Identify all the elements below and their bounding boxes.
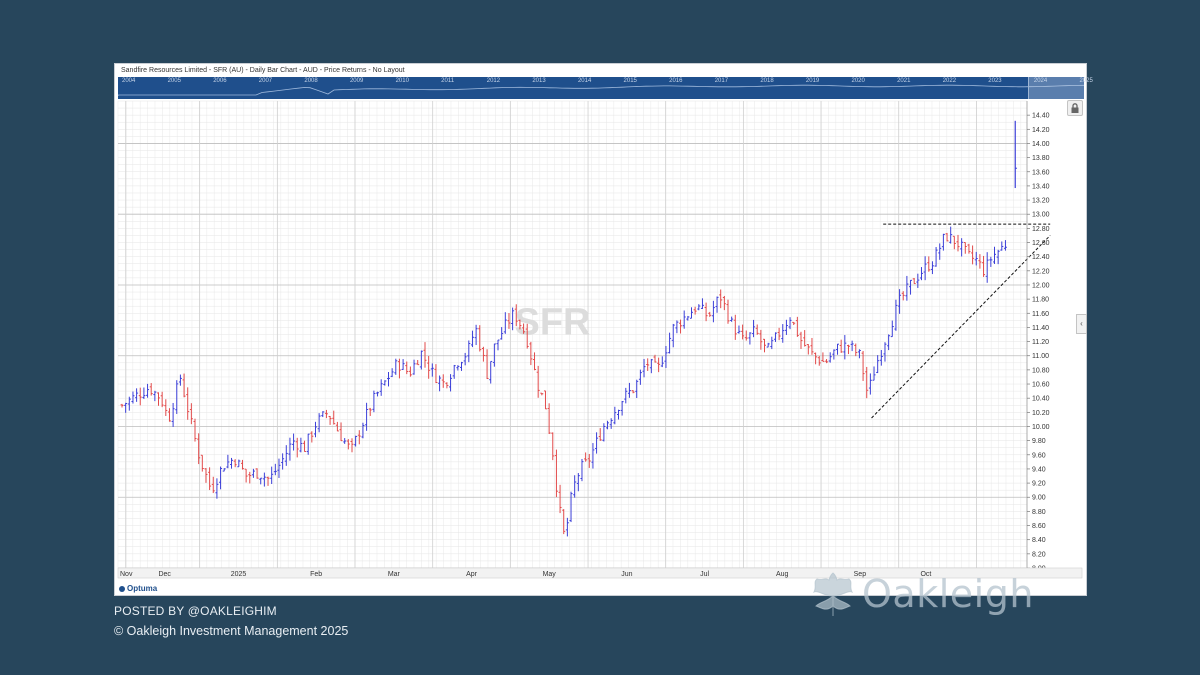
x-axis-strip bbox=[117, 567, 1083, 579]
x-tick-label: Mar bbox=[388, 571, 401, 578]
y-tick-label: 10.20 bbox=[1032, 410, 1050, 417]
y-tick-label: 11.40 bbox=[1032, 325, 1049, 332]
navigator-history-line bbox=[118, 84, 1084, 96]
y-tick-label: 8.60 bbox=[1032, 523, 1046, 530]
optuma-logo-mark bbox=[119, 586, 125, 592]
price-chart[interactable]: SFR8.008.208.408.608.809.009.209.409.609… bbox=[115, 64, 1086, 595]
navigator-year-label: 2004 bbox=[122, 78, 136, 84]
x-tick-label: Oct bbox=[920, 571, 931, 578]
oakleigh-logo: Oakleigh bbox=[808, 572, 1070, 622]
lock-icon bbox=[1071, 103, 1079, 113]
navigator-year-label: 2012 bbox=[486, 78, 501, 84]
oakleigh-wordmark: Oakleigh bbox=[862, 572, 1034, 616]
collapse-panel-button[interactable]: ‹ bbox=[1076, 314, 1087, 334]
y-tick-label: 9.60 bbox=[1032, 452, 1046, 459]
navigator-year-label: 2007 bbox=[258, 78, 273, 84]
navigator-year-label: 2025 bbox=[1079, 78, 1093, 84]
x-tick-label: May bbox=[543, 571, 557, 578]
y-tick-label: 12.00 bbox=[1032, 282, 1050, 289]
x-tick-label: Apr bbox=[466, 571, 478, 578]
chart-panel: SFR8.008.208.408.608.809.009.209.409.609… bbox=[114, 63, 1093, 596]
y-tick-label: 9.00 bbox=[1032, 495, 1046, 502]
navigator-range-handle[interactable] bbox=[1028, 77, 1084, 99]
y-tick-label: 8.20 bbox=[1032, 551, 1046, 558]
y-tick-label: 9.40 bbox=[1032, 466, 1046, 473]
y-tick-label: 13.40 bbox=[1032, 183, 1050, 190]
ticker-watermark: SFR bbox=[515, 302, 591, 344]
y-tick-label: 14.20 bbox=[1032, 127, 1050, 134]
ohlc-bars bbox=[120, 120, 1018, 537]
y-tick-label: 12.20 bbox=[1032, 268, 1050, 275]
navigator-year-label: 2008 bbox=[304, 78, 318, 84]
y-tick-label: 8.40 bbox=[1032, 537, 1046, 544]
y-axis: 8.008.208.408.608.809.009.209.409.609.80… bbox=[1026, 101, 1050, 573]
x-tick-label: Jul bbox=[700, 571, 709, 578]
date-range-navigator[interactable]: 2004 2005 2006 2007 2008 2009 2010 2011 2012 2013… bbox=[118, 77, 1093, 99]
oak-leaf-icon bbox=[812, 572, 854, 616]
navigator-year-label: 2023 bbox=[988, 78, 1002, 84]
x-tick-label: Nov bbox=[120, 571, 133, 578]
chevron-left-icon: ‹ bbox=[1080, 319, 1083, 328]
navigator-year-label: 2021 bbox=[897, 78, 911, 84]
y-tick-label: 12.60 bbox=[1032, 240, 1050, 247]
navigator-year-label: 2015 bbox=[623, 78, 637, 84]
navigator-year-label: 2011 bbox=[441, 78, 455, 84]
y-tick-label: 13.00 bbox=[1032, 212, 1050, 219]
navigator-year-label: 2019 bbox=[805, 78, 820, 84]
y-tick-label: 10.00 bbox=[1032, 424, 1050, 431]
y-tick-label: 13.60 bbox=[1032, 169, 1050, 176]
navigator-year-label: 2013 bbox=[532, 78, 546, 84]
y-tick-label: 11.00 bbox=[1032, 353, 1049, 360]
y-tick-label: 9.80 bbox=[1032, 438, 1046, 445]
y-tick-label: 11.20 bbox=[1032, 339, 1049, 346]
posted-by-text: POSTED BY @OAKLEIGHIM bbox=[114, 604, 277, 618]
y-tick-label: 14.00 bbox=[1032, 141, 1050, 148]
navigator-year-label: 2006 bbox=[213, 78, 227, 84]
navigator-year-label: 2016 bbox=[669, 78, 683, 84]
navigator-year-label: 2024 bbox=[1033, 78, 1048, 84]
y-tick-label: 13.80 bbox=[1032, 155, 1050, 162]
optuma-logo: Optuma bbox=[117, 584, 160, 593]
navigator-year-label: 2009 bbox=[349, 78, 364, 84]
x-tick-label: Aug bbox=[776, 571, 789, 578]
y-tick-label: 8.80 bbox=[1032, 509, 1046, 516]
lock-scale-button[interactable] bbox=[1067, 100, 1083, 116]
optuma-logo-text: Optuma bbox=[127, 584, 158, 593]
y-tick-label: 11.60 bbox=[1032, 311, 1049, 318]
x-axis: Nov Dec 2025 Feb Mar Apr May Jun Jul Aug Sep Oct bbox=[117, 567, 1083, 579]
y-tick-label: 12.80 bbox=[1032, 226, 1050, 233]
navigator-year-label: 2022 bbox=[942, 78, 957, 84]
navigator-year-label: 2018 bbox=[760, 78, 774, 84]
y-tick-label: 14.40 bbox=[1032, 113, 1050, 120]
copyright-text: © Oakleigh Investment Management 2025 bbox=[114, 624, 349, 638]
navigator-year-label: 2010 bbox=[395, 78, 409, 84]
chart-title: Sandfire Resources Limited - SFR (AU) - … bbox=[121, 67, 405, 74]
x-tick-label: Jun bbox=[621, 571, 632, 578]
y-tick-label: 12.40 bbox=[1032, 254, 1050, 261]
navigator-year-labels: 2004 2005 2006 2007 2008 2009 2010 2011 2012 2013… bbox=[118, 77, 1093, 85]
y-tick-label: 10.80 bbox=[1032, 367, 1050, 374]
rising-trendline bbox=[871, 235, 1051, 419]
y-tick-label: 10.60 bbox=[1032, 382, 1050, 389]
x-tick-label: 2025 bbox=[231, 571, 247, 578]
x-tick-label: Sep bbox=[854, 571, 867, 578]
navigator-year-label: 2017 bbox=[714, 78, 729, 84]
x-tick-label: Dec bbox=[158, 571, 171, 578]
navigator-year-label: 2020 bbox=[851, 78, 865, 84]
navigator-history-path bbox=[118, 84, 1084, 96]
x-tick-label: Feb bbox=[310, 571, 322, 578]
y-tick-label: 11.80 bbox=[1032, 297, 1049, 304]
navigator-year-label: 2005 bbox=[167, 78, 181, 84]
y-tick-label: 10.40 bbox=[1032, 396, 1050, 403]
navigator-year-label: 2014 bbox=[577, 78, 592, 84]
y-tick-label: 13.20 bbox=[1032, 198, 1050, 205]
y-tick-label: 9.20 bbox=[1032, 481, 1046, 488]
